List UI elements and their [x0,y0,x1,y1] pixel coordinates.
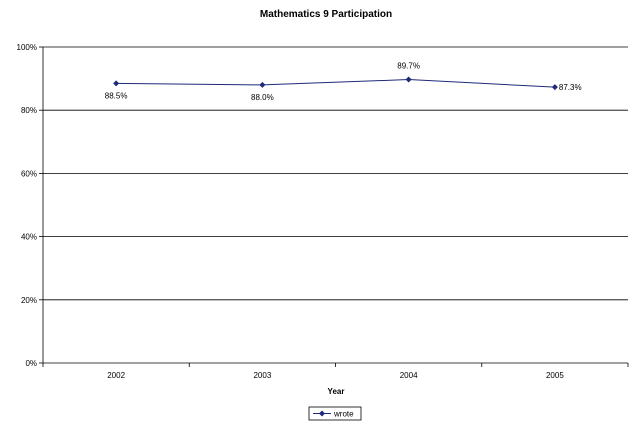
y-tick-label-20: 20% [21,296,37,305]
x-tick-label-2005: 2005 [546,371,564,380]
legend: wrote [308,406,362,421]
data-label-2005: 87.3% [559,83,582,92]
data-point-2005 [551,84,558,91]
x-tick-label-2003: 2003 [253,371,271,380]
data-point-2003 [259,81,266,88]
chart-title: Mathematics 9 Participation [260,9,392,20]
legend-series-marker [319,410,325,417]
y-tick-label-80: 80% [21,106,37,115]
data-point-2004 [405,76,412,83]
y-tick-label-100: 100% [17,43,37,52]
series-line-wrote [116,79,555,88]
data-label-2002: 88.5% [105,91,128,100]
y-tick-label-60: 60% [21,169,37,178]
data-label-2004: 89.7% [397,62,420,71]
y-tick-labels: 0% 20% 40% 60% 80% 100% [17,43,37,368]
x-tick-label-2004: 2004 [400,371,418,380]
data-points [113,76,558,91]
y-tick-label-0: 0% [25,359,37,368]
legend-series-label: wrote [333,410,354,419]
gridlines [43,46,628,301]
data-point-2002 [113,80,120,87]
x-axis-title: Year [328,387,345,396]
data-labels: 88.5% 88.0% 89.7% 87.3% [105,62,582,102]
x-tick-labels: 2002 2003 2004 2005 [107,371,564,380]
x-tick-label-2002: 2002 [107,371,125,380]
y-tick-label-40: 40% [21,233,37,242]
axes [39,46,629,367]
legend-box [308,406,362,421]
data-label-2003: 88.0% [251,93,274,102]
series-lines [116,79,555,88]
